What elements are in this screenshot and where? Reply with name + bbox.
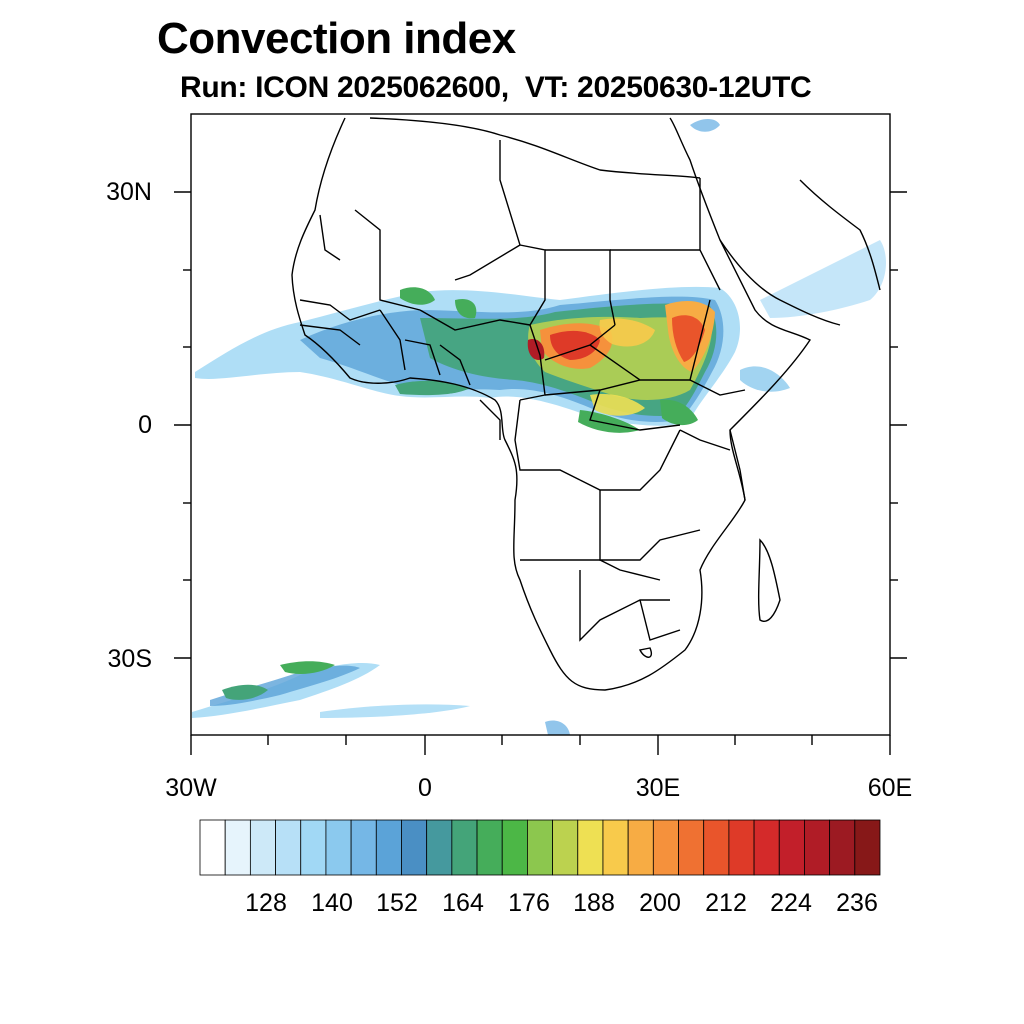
colorbar-label: 212 <box>705 889 747 917</box>
chart-subtitle: Run: ICON 2025062600, VT: 20250630-12UTC <box>180 71 812 104</box>
colorbar-label: 224 <box>770 889 812 917</box>
colorbar-swatch <box>804 819 831 876</box>
colorbar-swatch <box>602 819 629 876</box>
colorbar-swatch <box>778 819 805 876</box>
colorbar-swatch <box>249 819 276 876</box>
colorbar-label: 236 <box>836 889 878 917</box>
colorbar-label: 152 <box>376 889 418 917</box>
colorbar-swatch <box>703 819 730 876</box>
colorbar-swatch <box>652 819 679 876</box>
colorbar-swatch <box>627 819 654 876</box>
colorbar-swatch <box>678 819 705 876</box>
colorbar-swatch <box>401 819 428 876</box>
colorbar-swatch <box>300 819 327 876</box>
colorbar-swatch <box>476 819 503 876</box>
colorbar-swatch <box>426 819 453 876</box>
lat-label: 30S <box>107 645 152 673</box>
colorbar-swatch <box>829 819 856 876</box>
colorbar-swatch <box>375 819 402 876</box>
chart-title: Convection index <box>157 14 516 63</box>
lon-label: 30E <box>635 774 681 802</box>
colorbar-swatch <box>451 819 478 876</box>
colorbar-label: 140 <box>311 889 353 917</box>
colorbar-label: 128 <box>245 889 287 917</box>
colorbar-label: 176 <box>508 889 550 917</box>
colorbar-swatch <box>527 819 553 876</box>
colorbar-swatch <box>224 819 251 876</box>
colorbar-swatch <box>577 819 604 876</box>
colorbar <box>199 819 881 876</box>
lat-label: 30N <box>106 178 152 206</box>
colorbar-swatch <box>854 819 881 876</box>
colorbar-swatch <box>275 819 302 876</box>
lat-label: 0 <box>138 411 152 439</box>
colorbar-swatch <box>501 819 528 876</box>
colorbar-swatch <box>728 819 755 876</box>
colorbar-label: 188 <box>573 889 615 917</box>
colorbar-swatch <box>325 819 352 876</box>
lon-label: 60E <box>867 774 913 802</box>
colorbar-swatch <box>552 819 579 876</box>
lon-label: 30W <box>165 774 217 802</box>
map-frame <box>174 113 907 755</box>
convection-field <box>192 118 886 735</box>
lon-label: 0 <box>418 774 432 802</box>
colorbar-swatch <box>199 819 226 876</box>
africa-map <box>291 117 881 691</box>
colorbar-label: 164 <box>442 889 484 917</box>
colorbar-swatch <box>753 819 780 876</box>
colorbar-label: 200 <box>639 889 681 917</box>
colorbar-swatch <box>350 819 377 876</box>
